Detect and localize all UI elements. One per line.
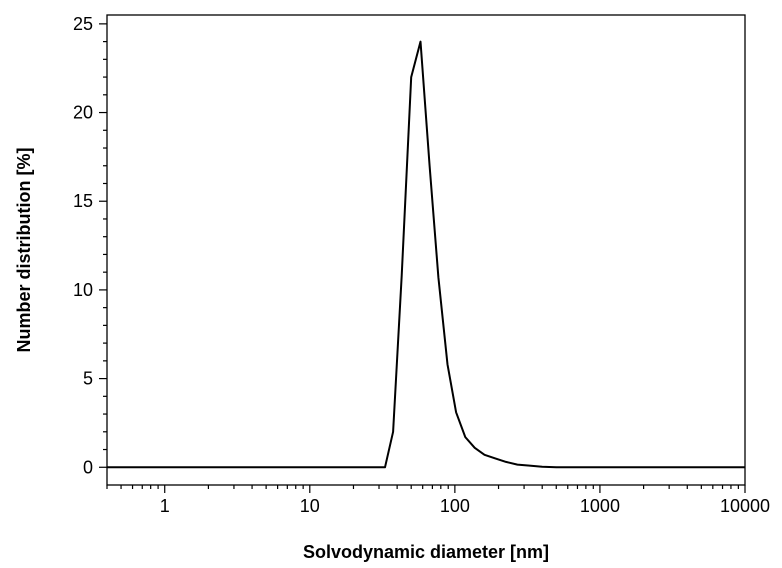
x-tick-label: 100 — [440, 496, 470, 516]
x-tick-label: 1000 — [580, 496, 620, 516]
x-axis-label: Solvodynamic diameter [nm] — [303, 542, 549, 562]
plot-frame — [106, 14, 746, 486]
axis-tick-labels: 1 10 100 1000 10000 0 5 10 15 20 25 — [73, 14, 770, 516]
y-tick-label: 5 — [83, 369, 93, 389]
y-tick-label: 10 — [73, 280, 93, 300]
x-tick-label: 10 — [300, 496, 320, 516]
y-axis-label: Number distribution [%] — [14, 148, 34, 353]
x-tick-label: 1 — [160, 496, 170, 516]
y-tick-label: 20 — [73, 103, 93, 123]
series-line — [107, 40, 745, 469]
y-tick-label: 0 — [83, 457, 93, 477]
x-tick-label: 10000 — [720, 496, 770, 516]
y-tick-label: 15 — [73, 191, 93, 211]
axis-ticks — [99, 23, 746, 493]
y-tick-label: 25 — [73, 14, 93, 34]
